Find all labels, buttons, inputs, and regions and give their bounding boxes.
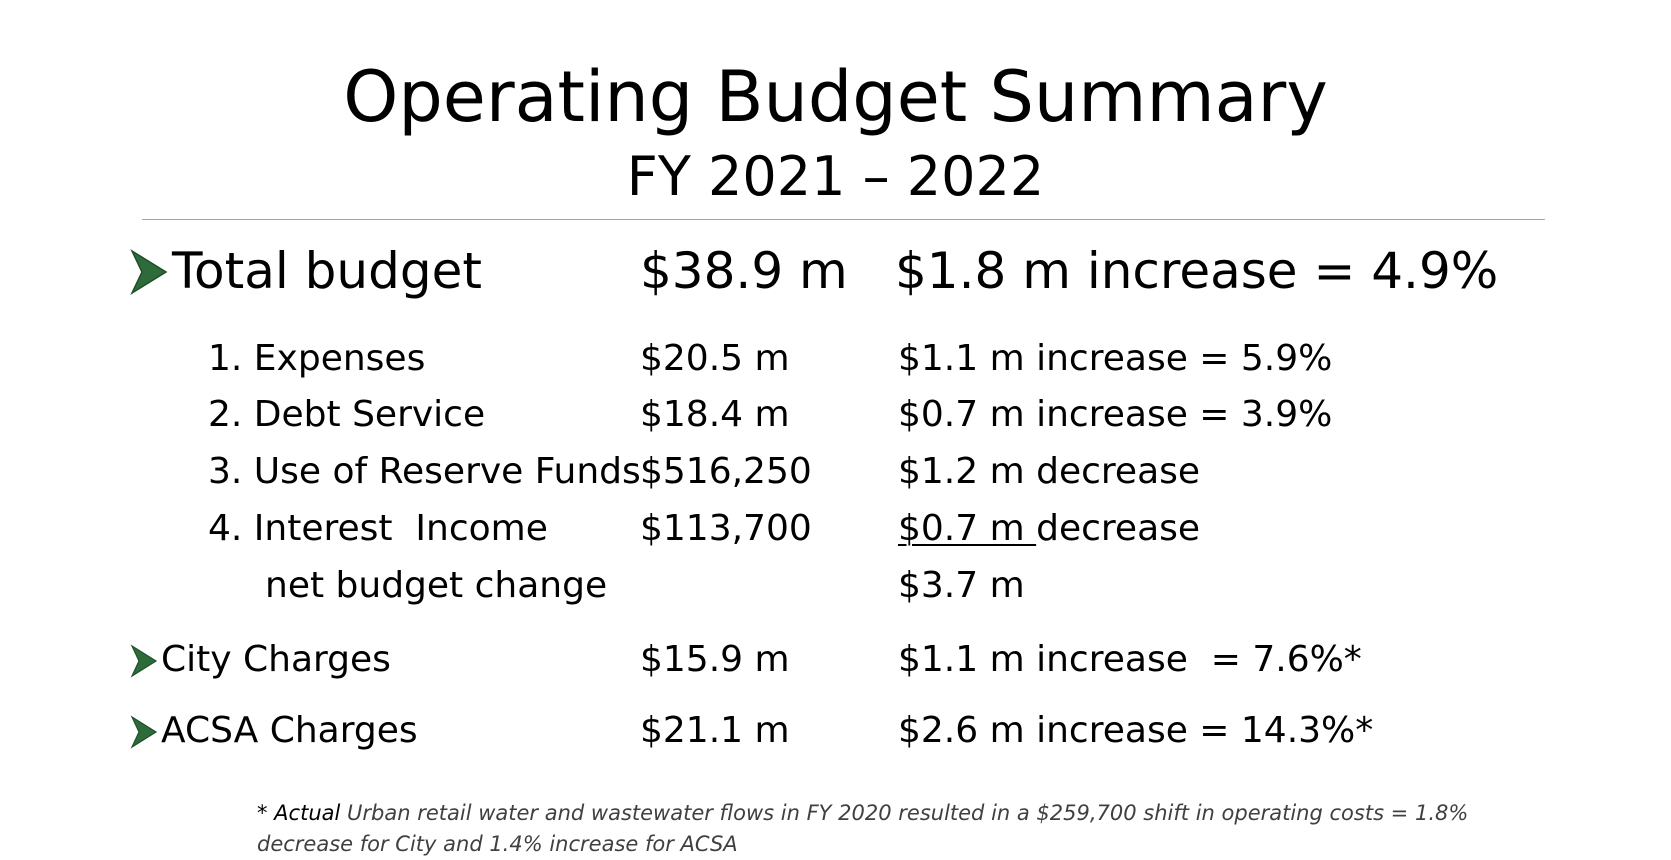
total-budget-amount: $38.9 m [640, 242, 848, 300]
title-divider [142, 219, 1545, 220]
footnote-lead: * Actual [257, 801, 341, 825]
city-charges-amount: $15.9 m [640, 639, 790, 680]
change-direction: decrease [1036, 508, 1201, 549]
city-charges-change: $1.1 m increase = 7.6%* [898, 639, 1362, 680]
line-item-row: 1. Expenses $20.5 m $1.1 m increase = 5.… [0, 337, 1671, 397]
acsa-charges-amount: $21.1 m [640, 710, 790, 751]
city-charges-label: City Charges [161, 639, 391, 680]
line-item-amount: $113,700 [640, 508, 812, 549]
acsa-charges-label: ACSA Charges [161, 710, 418, 751]
underlined-change-amount: $0.7 m [898, 508, 1037, 549]
city-charges-row: City Charges $15.9 m $1.1 m increase = 7… [0, 638, 1671, 698]
line-item-amount: $20.5 m [640, 338, 790, 379]
line-item-label: 3. Use of Reserve Funds [208, 451, 641, 492]
line-item-row: 2. Debt Service $18.4 m $0.7 m increase … [0, 393, 1671, 453]
arrowhead-bullet-icon [130, 715, 158, 749]
slide-title: Operating Budget Summary [343, 56, 1328, 138]
line-item-change: $1.2 m decrease [898, 451, 1201, 492]
line-item-change: $0.7 m decrease [898, 507, 1200, 551]
line-item-change: $1.1 m increase = 5.9% [898, 338, 1333, 379]
line-item-row: 3. Use of Reserve Funds $516,250 $1.2 m … [0, 450, 1671, 510]
line-item-label: 4. Interest Income [208, 508, 548, 549]
total-budget-change: $1.8 m increase = 4.9% [895, 242, 1499, 300]
slide-subtitle: FY 2021 – 2022 [626, 145, 1045, 208]
net-change-value: $3.7 m [898, 565, 1025, 606]
arrowhead-bullet-icon [130, 644, 158, 678]
acsa-charges-change: $2.6 m increase = 14.3%* [898, 710, 1374, 751]
net-change-label: net budget change [265, 565, 608, 606]
line-item-label: 1. Expenses [208, 338, 426, 379]
line-item-amount: $516,250 [640, 451, 812, 492]
total-budget-label: Total budget [172, 242, 482, 300]
line-item-change: $0.7 m increase = 3.9% [898, 394, 1333, 435]
line-item-row: 4. Interest Income $113,700 $0.7 m decre… [0, 507, 1671, 567]
footnote: * Actual Urban retail water and wastewat… [257, 798, 1557, 860]
footnote-text: Urban retail water and wastewater flows … [257, 801, 1469, 856]
arrowhead-bullet-icon [130, 249, 168, 295]
line-item-label: 2. Debt Service [208, 394, 486, 435]
total-budget-row: Total budget $38.9 m $1.8 m increase = 4… [0, 241, 1671, 301]
acsa-charges-row: ACSA Charges $21.1 m $2.6 m increase = 1… [0, 709, 1671, 769]
net-change-row: net budget change $3.7 m [0, 564, 1671, 624]
line-item-amount: $18.4 m [640, 394, 790, 435]
